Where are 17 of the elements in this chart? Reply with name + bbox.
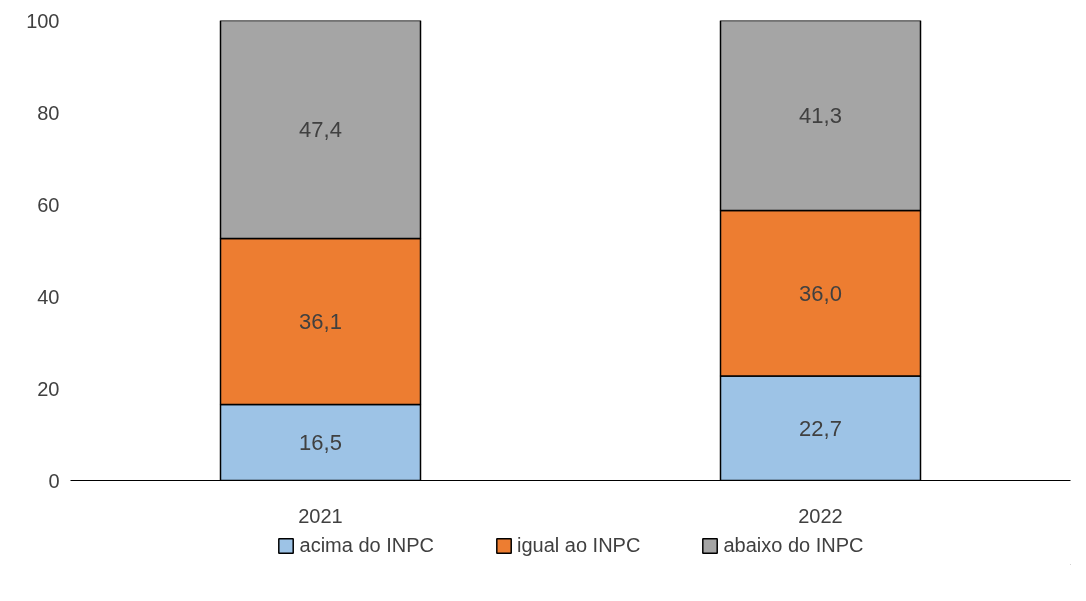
data-label: 22,7 — [799, 415, 842, 441]
y-tick-label: 20 — [37, 377, 60, 400]
legend-label: igual ao INPC — [517, 533, 641, 557]
y-tick-label: 0 — [48, 469, 60, 492]
y-tick-label: 80 — [37, 101, 60, 124]
data-label: 36,0 — [799, 280, 842, 306]
x-tick-label: 2021 — [298, 504, 343, 527]
data-label: 16,5 — [299, 430, 342, 456]
y-tick-label: 40 — [37, 285, 60, 308]
legend-label: acima do INPC — [299, 533, 435, 557]
x-tick-label: 2022 — [798, 504, 843, 527]
data-label: 47,4 — [299, 117, 342, 143]
data-label: 36,1 — [299, 309, 342, 335]
data-label: 41,3 — [799, 102, 842, 128]
y-tick-label: 100 — [26, 9, 60, 32]
y-tick-label: 60 — [37, 193, 60, 216]
legend-label: abaixo do INPC — [723, 533, 864, 557]
